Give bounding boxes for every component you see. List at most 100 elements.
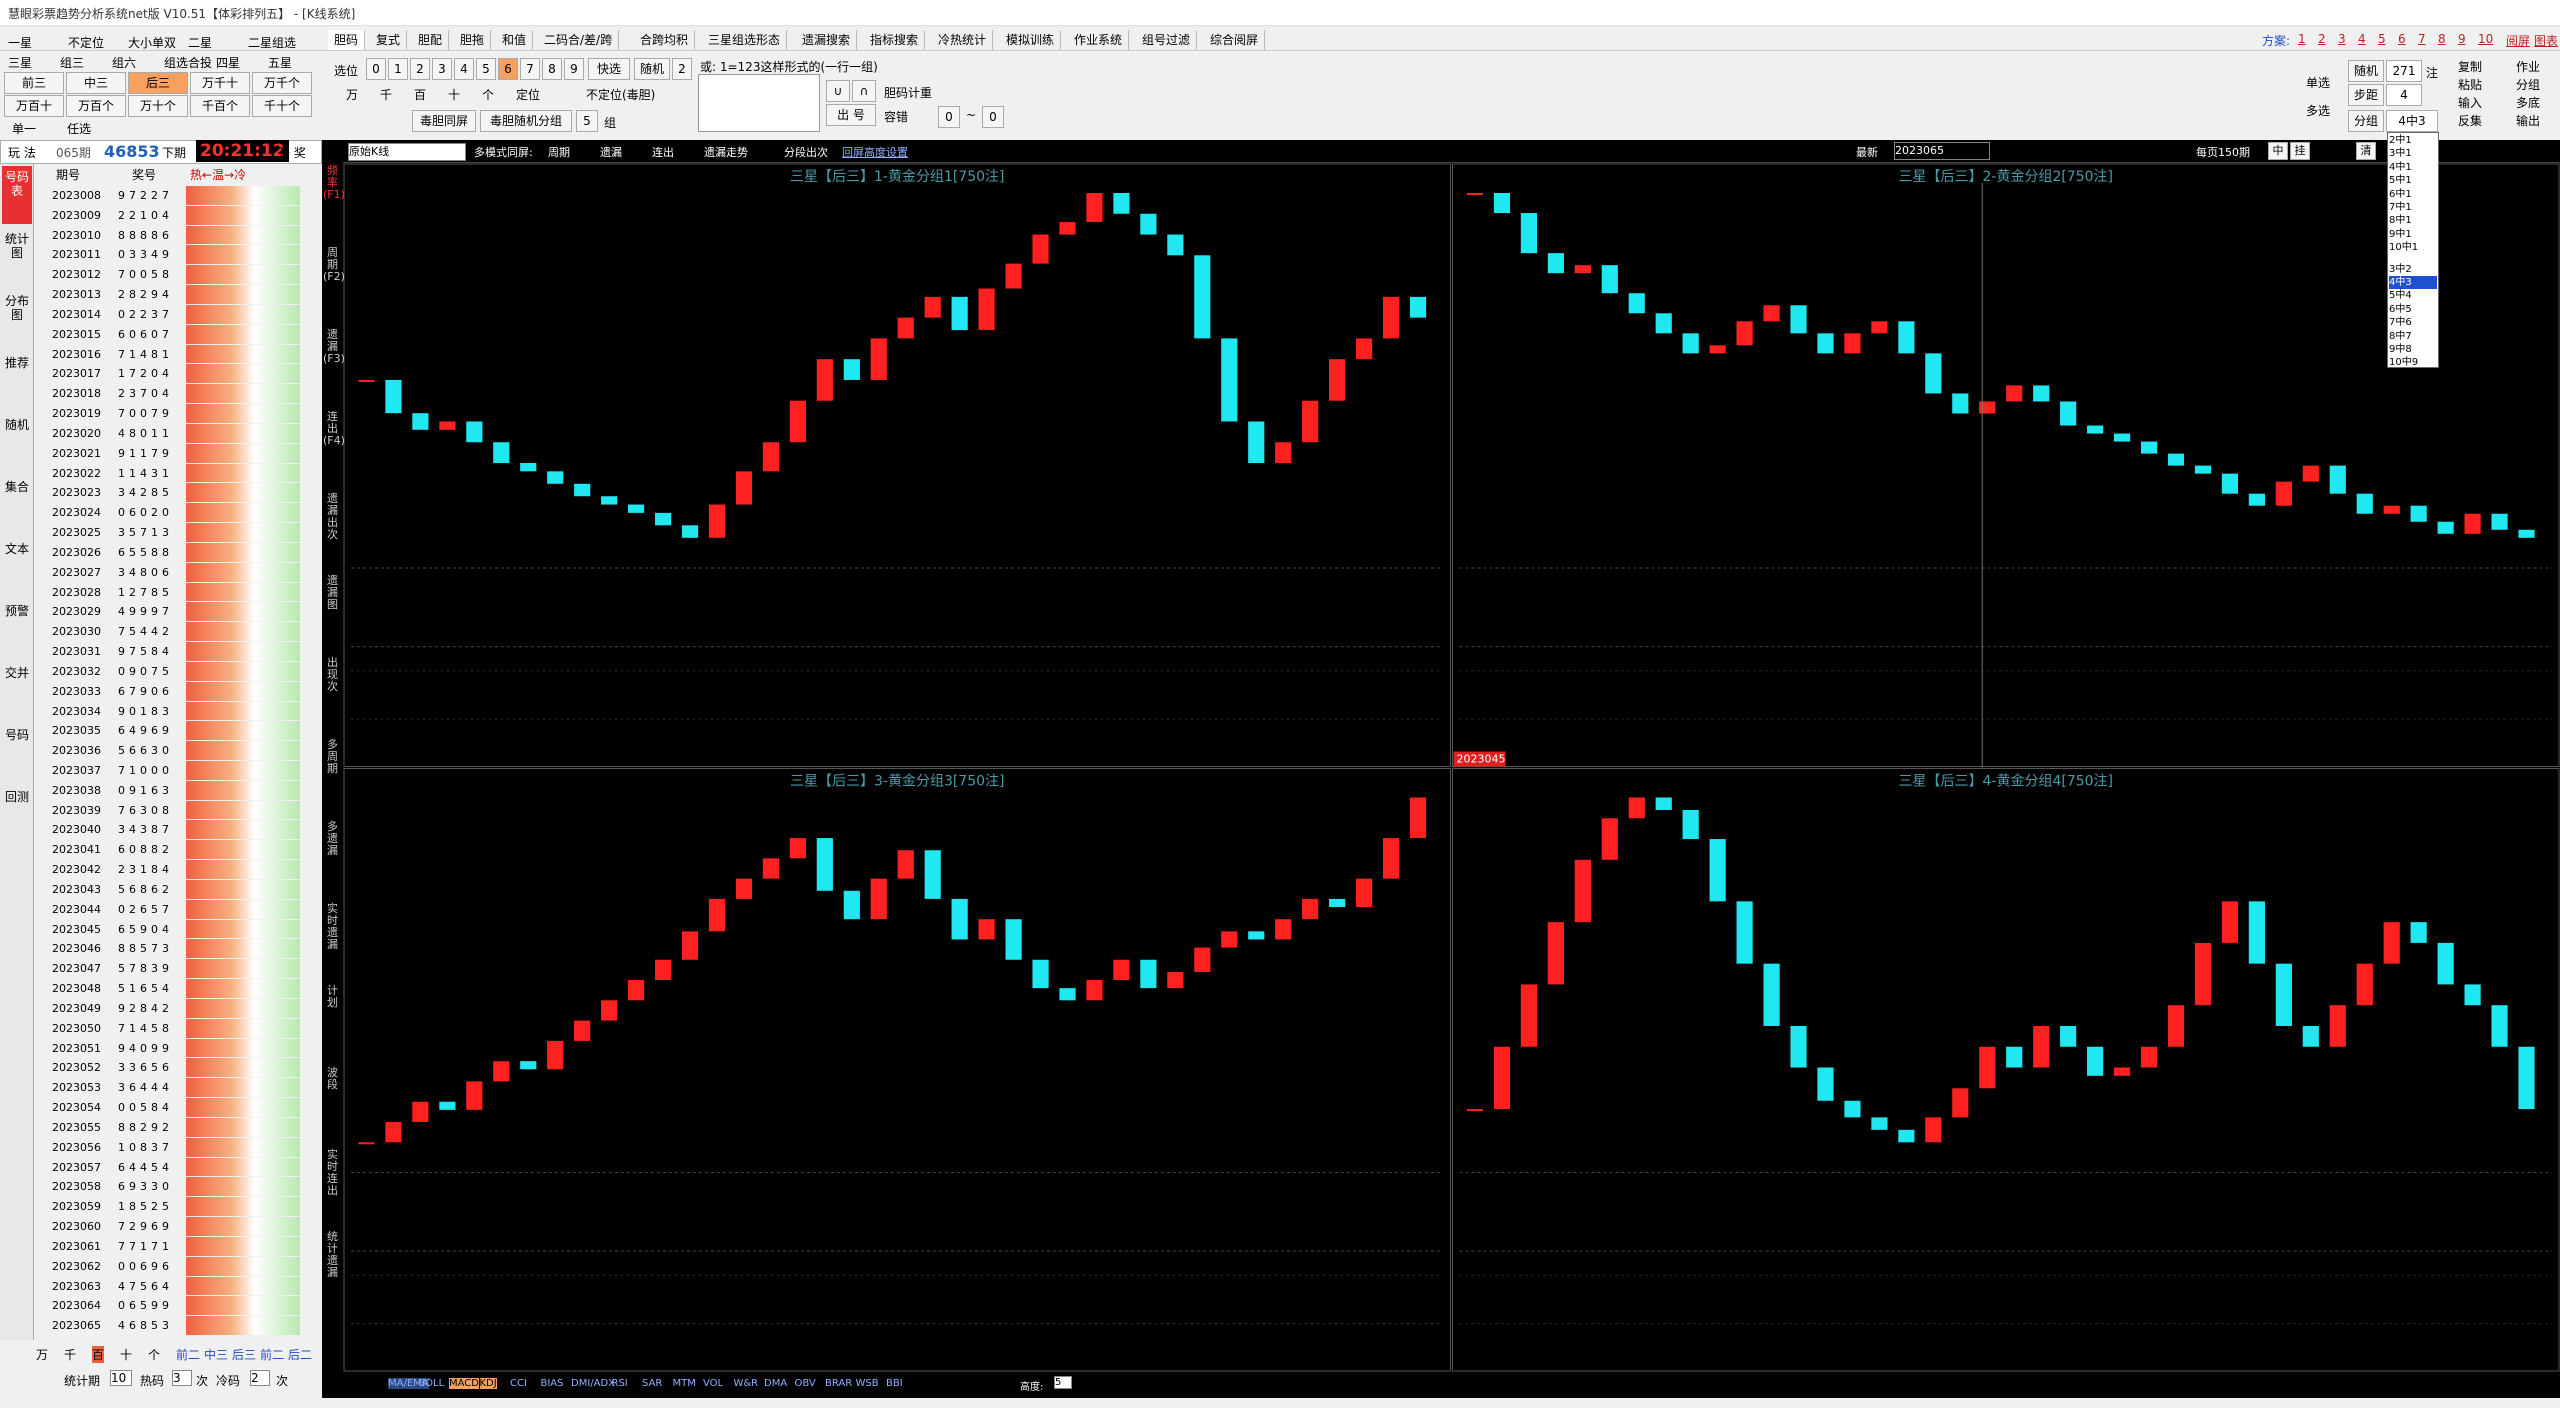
vertical-tab[interactable]: 周期(F2) bbox=[323, 246, 345, 283]
menu-item[interactable]: 三星组选形态 bbox=[702, 30, 788, 50]
scheme-link[interactable]: 图表 bbox=[2534, 34, 2559, 48]
random-button[interactable]: 随机 bbox=[2348, 60, 2384, 82]
quick-button[interactable]: 快选 bbox=[588, 58, 630, 80]
menu-item[interactable]: 胆配 bbox=[412, 30, 450, 50]
menu-item[interactable]: 胆码 bbox=[328, 30, 366, 50]
multi-radio[interactable]: 多选 bbox=[2306, 104, 2331, 118]
indicator-tab[interactable]: WSB bbox=[855, 1378, 879, 1389]
action-button[interactable]: 输入 bbox=[2458, 96, 2483, 110]
indicator-tab[interactable]: RSI bbox=[611, 1378, 628, 1389]
position-button[interactable]: 万千十 bbox=[190, 72, 250, 94]
digit-button[interactable]: 7 bbox=[520, 58, 540, 80]
vertical-tab[interactable]: 统计遗漏 bbox=[327, 1230, 338, 1279]
indicator-tab[interactable]: OBV bbox=[794, 1378, 816, 1389]
menu-item[interactable]: 二码合/差/跨 bbox=[538, 30, 620, 50]
dropdown-item[interactable]: 7中6 bbox=[2389, 317, 2412, 329]
digit-tab[interactable]: 百 bbox=[92, 1346, 105, 1363]
position-button[interactable]: 千十个 bbox=[252, 95, 312, 117]
dropdown-item[interactable]: 2中1 bbox=[2389, 135, 2412, 146]
vertical-tab[interactable]: 计划 bbox=[327, 984, 338, 1009]
digit-tab[interactable]: 后二 bbox=[288, 1348, 313, 1362]
mode-check[interactable]: 遗漏走势 bbox=[704, 146, 748, 159]
tolerance-check[interactable]: 容错 bbox=[884, 110, 909, 124]
action-button[interactable]: 分组 bbox=[2516, 78, 2541, 92]
position-button[interactable]: 后三 bbox=[128, 72, 188, 94]
scheme-link[interactable]: 2 bbox=[2318, 32, 2326, 46]
digit-button[interactable]: 1 bbox=[388, 58, 408, 80]
position-radio[interactable]: 定位 bbox=[516, 88, 541, 102]
position-radio[interactable]: 十 bbox=[448, 88, 461, 102]
vertical-tab[interactable]: 实时连出 bbox=[327, 1148, 338, 1197]
dropdown-item[interactable]: 10中1 bbox=[2389, 242, 2419, 254]
random-button[interactable]: 随机 bbox=[634, 58, 670, 80]
indicator-tab[interactable]: BBI bbox=[886, 1378, 903, 1389]
indicator-tab[interactable]: DMI/ADX bbox=[571, 1378, 616, 1389]
position-radio[interactable]: 千 bbox=[380, 88, 393, 102]
vertical-tab[interactable]: 连出(F4) bbox=[323, 410, 345, 447]
vertical-tab[interactable]: 多遗漏 bbox=[327, 820, 338, 857]
position-button[interactable]: 前三 bbox=[4, 72, 64, 94]
menu-item[interactable]: 和值 bbox=[496, 30, 534, 50]
indicator-tab[interactable]: W&R bbox=[733, 1378, 759, 1389]
menu-item[interactable]: 冷热统计 bbox=[932, 30, 994, 50]
scheme-link[interactable]: 4 bbox=[2358, 32, 2366, 46]
radio-option[interactable]: 四星 bbox=[216, 56, 241, 70]
dropdown-item[interactable]: 9中1 bbox=[2389, 228, 2412, 240]
scheme-link[interactable]: 1 bbox=[2298, 32, 2306, 46]
radio-option[interactable]: 二星 bbox=[188, 36, 213, 50]
indicator-tab[interactable]: KDJ bbox=[479, 1378, 497, 1389]
radio-option[interactable]: 五星 bbox=[268, 56, 293, 70]
action-button[interactable]: 多底 bbox=[2516, 96, 2541, 110]
side-tab[interactable]: 推荐 bbox=[4, 356, 29, 370]
dropdown-item[interactable]: 9中8 bbox=[2389, 344, 2412, 355]
digit-button[interactable]: 4 bbox=[454, 58, 474, 80]
toolbar-button[interactable]: 挂 bbox=[2290, 142, 2310, 160]
radio-option[interactable]: 二星组选 bbox=[248, 36, 297, 50]
indicator-tab[interactable]: MA/EMA bbox=[388, 1378, 429, 1389]
menu-item[interactable]: 指标搜索 bbox=[864, 30, 926, 50]
menu-item[interactable]: 遗漏搜索 bbox=[796, 30, 858, 50]
dropdown-item[interactable]: 5中1 bbox=[2389, 175, 2412, 187]
mode-select[interactable]: 原始K线 bbox=[348, 143, 466, 161]
poison-random[interactable]: 毒胆随机分组 bbox=[480, 110, 572, 132]
poison-same[interactable]: 毒胆同屏 bbox=[412, 110, 476, 132]
vertical-tab[interactable]: 遗漏图 bbox=[327, 574, 338, 611]
weight-check[interactable]: 胆码计重 bbox=[884, 86, 933, 100]
dropdown-item[interactable]: 6中1 bbox=[2389, 188, 2412, 200]
position-button[interactable]: 万十个 bbox=[128, 95, 188, 117]
menu-item[interactable]: 综合阅屏 bbox=[1204, 30, 1266, 50]
side-tab[interactable]: 分布图 bbox=[4, 294, 29, 322]
height-setting[interactable]: 回屏高度设置 bbox=[842, 146, 908, 159]
indicator-tab[interactable]: VOL bbox=[703, 1378, 724, 1389]
radio-option[interactable]: 组选合投 bbox=[164, 56, 213, 70]
intersect-button[interactable]: ∩ bbox=[852, 80, 876, 102]
digit-tab[interactable]: 千 bbox=[64, 1348, 77, 1362]
digit-button[interactable]: 8 bbox=[542, 58, 562, 80]
digit-tab[interactable]: 万 bbox=[36, 1348, 49, 1362]
dropdown-item[interactable]: 4中1 bbox=[2389, 161, 2412, 173]
action-button[interactable]: 复制 bbox=[2458, 60, 2483, 74]
scheme-link[interactable]: 10 bbox=[2478, 32, 2494, 46]
mode-radio[interactable]: 单一 bbox=[12, 122, 37, 136]
mode-check[interactable]: 周期 bbox=[548, 146, 570, 159]
radio-option[interactable]: 一星 bbox=[8, 36, 33, 50]
position-button[interactable]: 千百个 bbox=[190, 95, 250, 117]
output-button[interactable]: 出 号 bbox=[826, 104, 876, 126]
indicator-tab[interactable]: BRAR bbox=[825, 1378, 853, 1389]
vertical-tab[interactable]: 多周期 bbox=[327, 738, 338, 775]
action-button[interactable]: 输出 bbox=[2516, 114, 2541, 128]
vertical-tab[interactable]: 出现次 bbox=[327, 656, 338, 693]
digit-tab[interactable]: 十 bbox=[120, 1348, 133, 1362]
digit-tab[interactable]: 后三 bbox=[232, 1348, 257, 1362]
mode-check[interactable]: 遗漏 bbox=[600, 146, 622, 159]
digit-button[interactable]: 0 bbox=[366, 58, 386, 80]
indicator-tab[interactable]: CCI bbox=[510, 1378, 527, 1389]
position-radio[interactable]: 不定位(毒胆) bbox=[586, 88, 656, 102]
radio-option[interactable]: 大小单双 bbox=[128, 36, 177, 50]
digit-tab[interactable]: 前二 bbox=[260, 1348, 285, 1362]
digit-button[interactable]: 6 bbox=[498, 58, 518, 80]
clear-button[interactable]: 清 bbox=[2356, 142, 2376, 160]
mode-check[interactable]: 分段出次 bbox=[784, 146, 828, 159]
indicator-tab[interactable]: BOLL bbox=[418, 1378, 445, 1389]
dropdown-item[interactable]: 10中9 bbox=[2389, 357, 2419, 369]
